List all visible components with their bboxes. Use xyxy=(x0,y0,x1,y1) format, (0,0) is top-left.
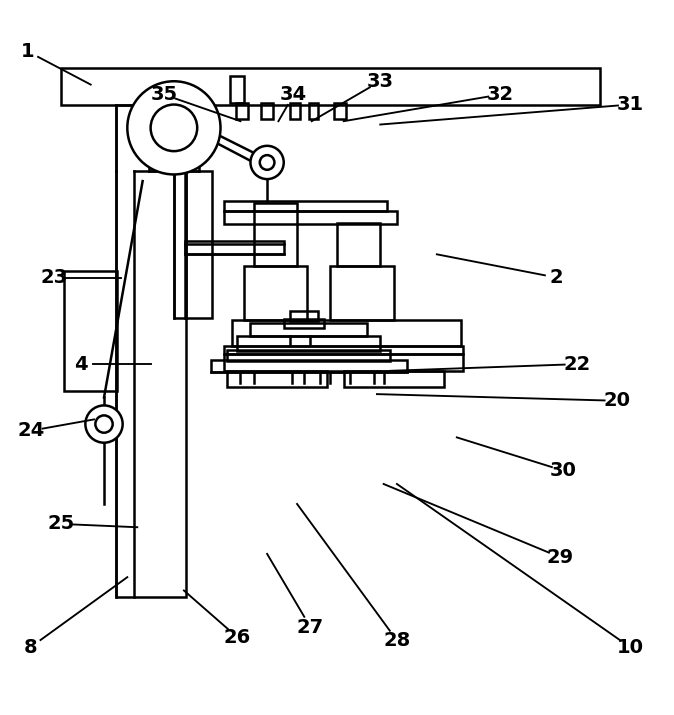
Text: 35: 35 xyxy=(150,85,177,104)
Bar xyxy=(61,68,600,104)
Text: 32: 32 xyxy=(487,85,514,104)
Bar xyxy=(330,266,394,320)
Circle shape xyxy=(86,405,123,443)
Bar xyxy=(231,76,244,102)
Circle shape xyxy=(127,82,220,174)
Text: 1: 1 xyxy=(21,41,34,61)
Text: 27: 27 xyxy=(297,618,324,636)
Circle shape xyxy=(150,104,197,151)
Bar xyxy=(290,311,318,321)
Text: 31: 31 xyxy=(616,95,644,114)
Bar xyxy=(237,336,380,351)
Text: 20: 20 xyxy=(603,391,630,410)
Bar xyxy=(244,266,307,320)
Bar xyxy=(232,320,462,346)
Text: 2: 2 xyxy=(550,268,563,287)
Bar xyxy=(224,354,464,371)
Bar xyxy=(210,360,407,372)
Bar xyxy=(337,223,380,266)
Bar xyxy=(116,104,186,597)
Bar xyxy=(251,323,367,336)
Circle shape xyxy=(95,415,113,433)
Bar xyxy=(227,371,327,388)
Text: 29: 29 xyxy=(547,548,574,567)
Text: 23: 23 xyxy=(40,268,67,287)
Bar xyxy=(224,211,397,225)
Bar xyxy=(227,350,390,361)
Bar xyxy=(224,201,387,211)
Bar xyxy=(344,371,443,388)
Bar xyxy=(334,102,346,119)
Circle shape xyxy=(259,155,274,169)
Bar xyxy=(236,102,248,119)
Bar xyxy=(284,319,324,327)
Text: 34: 34 xyxy=(280,85,307,104)
Bar xyxy=(309,102,318,119)
Bar xyxy=(64,271,117,391)
Bar xyxy=(174,171,186,317)
Text: 30: 30 xyxy=(550,461,577,480)
Text: 8: 8 xyxy=(24,638,38,656)
Bar xyxy=(185,241,284,255)
Text: 25: 25 xyxy=(47,514,74,533)
Circle shape xyxy=(251,146,284,179)
Text: 22: 22 xyxy=(563,355,590,374)
Text: 26: 26 xyxy=(224,628,251,646)
Text: 33: 33 xyxy=(367,72,394,91)
Bar xyxy=(224,346,464,354)
Bar xyxy=(290,102,300,119)
Text: 24: 24 xyxy=(17,421,44,440)
Bar xyxy=(254,203,297,266)
Text: 28: 28 xyxy=(384,631,410,650)
Text: 4: 4 xyxy=(74,355,88,374)
Bar xyxy=(185,171,212,317)
Bar xyxy=(261,102,273,119)
Text: 10: 10 xyxy=(617,638,644,656)
